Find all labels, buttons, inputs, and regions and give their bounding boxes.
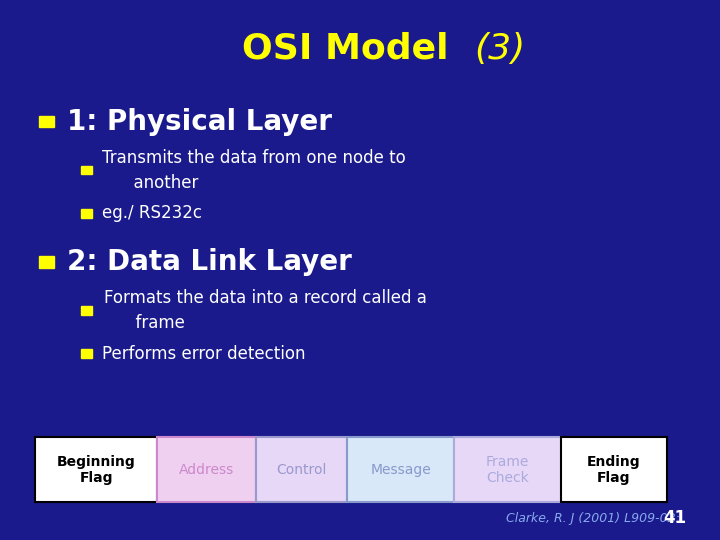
Text: Control: Control	[276, 463, 327, 477]
Text: Ending
Flag: Ending Flag	[587, 455, 641, 485]
FancyBboxPatch shape	[454, 437, 561, 502]
Text: Frame
Check: Frame Check	[485, 455, 529, 485]
Text: Transmits the data from one node to
      another: Transmits the data from one node to anot…	[102, 148, 405, 192]
FancyBboxPatch shape	[39, 116, 54, 127]
Text: Address: Address	[179, 463, 234, 477]
Text: Clarke, R. J (2001) L909-02:: Clarke, R. J (2001) L909-02:	[505, 512, 680, 525]
Text: OSI Model: OSI Model	[242, 32, 461, 65]
Text: 2: Data Link Layer: 2: Data Link Layer	[67, 248, 351, 276]
FancyBboxPatch shape	[81, 209, 92, 218]
FancyBboxPatch shape	[39, 256, 54, 268]
Text: Beginning
Flag: Beginning Flag	[57, 455, 135, 485]
Text: Formats the data into a record called a
      frame: Formats the data into a record called a …	[104, 289, 427, 332]
FancyBboxPatch shape	[561, 437, 667, 502]
FancyBboxPatch shape	[157, 437, 256, 502]
Text: 41: 41	[664, 509, 687, 528]
Text: 1: Physical Layer: 1: Physical Layer	[67, 107, 332, 136]
FancyBboxPatch shape	[81, 349, 92, 358]
FancyBboxPatch shape	[256, 437, 347, 502]
Text: (3): (3)	[474, 32, 526, 65]
Text: Message: Message	[370, 463, 431, 477]
FancyBboxPatch shape	[81, 306, 92, 315]
FancyBboxPatch shape	[35, 437, 157, 502]
FancyBboxPatch shape	[81, 166, 92, 174]
Text: eg./ RS232c: eg./ RS232c	[102, 204, 202, 222]
FancyBboxPatch shape	[347, 437, 454, 502]
Text: Performs error detection: Performs error detection	[102, 345, 305, 363]
